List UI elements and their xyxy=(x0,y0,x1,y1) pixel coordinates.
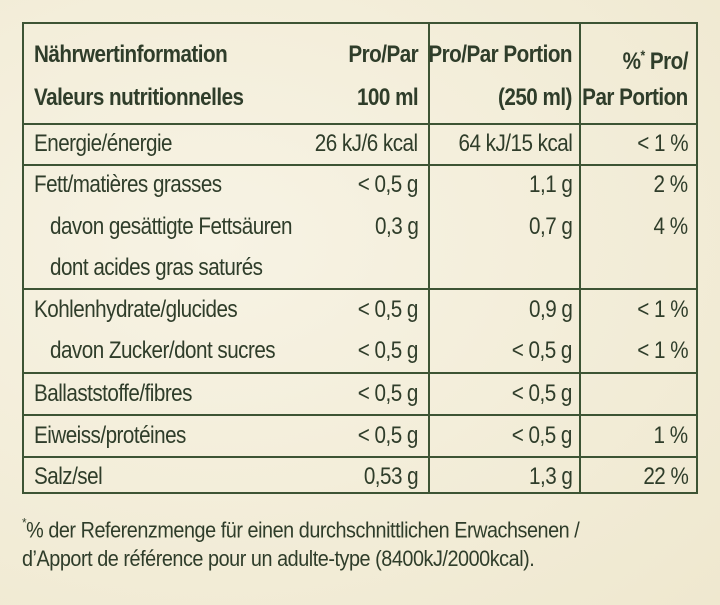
row-divider xyxy=(24,456,696,458)
row-sugar-per100: < 0,5 g xyxy=(357,337,419,364)
header-label-de: Nährwertinformation xyxy=(34,41,228,68)
footnote-line2: d’Apport de référence pour un adulte-typ… xyxy=(22,546,535,572)
row-saturated-label: davon gesättigte Fettsäuren xyxy=(50,213,292,240)
row-sugar-pct: < 1 % xyxy=(637,337,688,364)
header-percent-line2: Par Portion xyxy=(582,84,688,111)
row-energy-perportion: 64 kJ/15 kcal xyxy=(458,130,572,157)
row-saturated-pct: 4 % xyxy=(653,213,689,240)
row-fat-perportion: 1,1 g xyxy=(528,171,573,198)
row-carbs-perportion: 0,9 g xyxy=(528,296,573,323)
row-divider xyxy=(24,123,696,125)
row-fibre-perportion: < 0,5 g xyxy=(511,380,573,407)
row-protein-pct: 1 % xyxy=(653,422,689,449)
row-divider xyxy=(24,288,696,290)
row-protein-label: Eiweiss/protéines xyxy=(34,422,186,449)
row-sugar-perportion: < 0,5 g xyxy=(511,337,573,364)
column-divider xyxy=(428,24,430,492)
header-label-fr: Valeurs nutritionnelles xyxy=(34,84,244,111)
column-divider xyxy=(579,24,581,492)
row-salt-label: Salz/sel xyxy=(34,463,103,490)
nutrition-table: Nährwertinformation Valeurs nutritionnel… xyxy=(22,22,698,494)
row-salt-perportion: 1,3 g xyxy=(528,463,573,490)
row-carbs-label: Kohlenhydrate/glucides xyxy=(34,296,238,323)
header-perportion-line2: (250 ml) xyxy=(498,84,572,111)
row-saturated-per100: 0,3 g xyxy=(374,213,419,240)
row-carbs-per100: < 0,5 g xyxy=(357,296,419,323)
row-saturated-label-fr: dont acides gras saturés xyxy=(50,254,263,281)
header-per100-line1: Pro/Par xyxy=(348,41,418,68)
row-divider xyxy=(24,164,696,166)
row-fibre-label: Ballaststoffe/fibres xyxy=(34,380,192,407)
footnote-line1: *% der Referenzmenge für einen durchschn… xyxy=(22,515,580,543)
header-per100-line2: 100 ml xyxy=(356,84,419,111)
row-fat-per100: < 0,5 g xyxy=(357,171,419,198)
row-protein-perportion: < 0,5 g xyxy=(511,422,573,449)
header-perportion-line1: Pro/Par Portion xyxy=(428,41,572,68)
row-saturated-perportion: 0,7 g xyxy=(528,213,573,240)
footnote: *% der Referenzmenge für einen durchschn… xyxy=(22,510,630,573)
row-divider xyxy=(24,372,696,374)
row-protein-per100: < 0,5 g xyxy=(357,422,419,449)
row-sugar-label: davon Zucker/dont sucres xyxy=(50,337,276,364)
row-divider xyxy=(24,414,696,416)
header-percent-line1: %* Pro/ xyxy=(622,47,689,75)
row-fat-pct: 2 % xyxy=(653,171,689,198)
row-energy-per100: 26 kJ/6 kcal xyxy=(315,130,418,157)
row-energy-label: Energie/énergie xyxy=(34,130,173,157)
row-fat-label: Fett/matières grasses xyxy=(34,171,222,198)
row-carbs-pct: < 1 % xyxy=(637,296,688,323)
row-energy-pct: < 1 % xyxy=(637,130,688,157)
row-salt-pct: 22 % xyxy=(643,463,689,490)
row-salt-per100: 0,53 g xyxy=(363,463,419,490)
row-fibre-per100: < 0,5 g xyxy=(357,380,419,407)
